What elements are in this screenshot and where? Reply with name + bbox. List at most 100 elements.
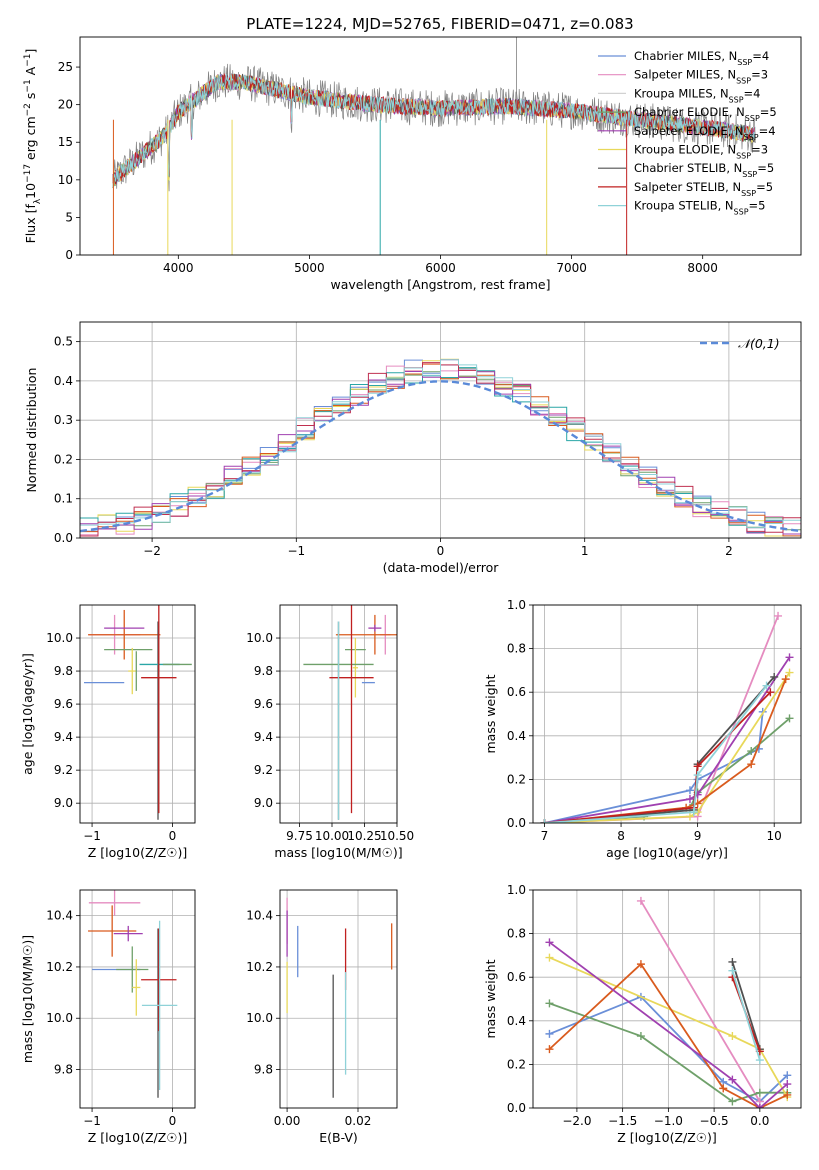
x-tick-label: 0.0 (750, 1114, 769, 1128)
weight-marker (728, 1032, 737, 1041)
x-tick-label: 2 (725, 544, 733, 558)
x-tick-label: 8000 (687, 261, 718, 275)
errorbar-point (132, 959, 141, 1016)
y-tick-label: 0.8 (507, 642, 526, 656)
x-tick-label: 0.00 (274, 1114, 301, 1128)
residual-histogram (80, 359, 801, 529)
weight-marker (545, 938, 554, 947)
weight-marker (685, 795, 694, 804)
panel-mass-vs-ebv: 0.00 0.02 9.8 10.0 10.2 10.4 E(B-V) (246, 889, 398, 1145)
weight-marker (747, 760, 756, 769)
weight-marker (728, 957, 737, 966)
plot-area (540, 611, 794, 823)
y-tick-label: 9.2 (54, 763, 73, 777)
weight-marker (728, 966, 737, 975)
y-tick-label: 10.2 (246, 960, 273, 974)
grid (80, 605, 195, 823)
weight-line (731, 970, 761, 1061)
x-tick-label: −2 (143, 544, 161, 558)
legend-label: Salpeter ELODIE, NSSP=4 (634, 124, 776, 142)
y-tick-label: 0 (65, 248, 73, 262)
x-tick-label: 4000 (163, 261, 194, 275)
weight-marker (755, 1088, 764, 1097)
weight-marker (770, 672, 779, 681)
panel-mass-vs-Z: −1 0 9.8 10.0 10.2 10.4 Z [log10(Z/Z☉)] mass [l… (20, 889, 196, 1145)
errorbar-point (116, 946, 149, 993)
y-tick-label: 9.8 (54, 664, 73, 678)
plot-area (88, 890, 178, 1098)
legend-label: Chabrier ELODIE, NSSP=5 (634, 105, 777, 123)
weight-marker (636, 896, 645, 905)
errorbar-point (329, 605, 374, 814)
x-tick-label: 0 (169, 829, 177, 843)
weight-line (544, 691, 772, 823)
weight-marker (785, 668, 794, 677)
weight-line (544, 672, 791, 823)
plot-area (286, 897, 393, 1098)
y-tick-label: 10.4 (246, 909, 273, 923)
x-tick-label: −1.0 (654, 1114, 683, 1128)
x-tick-label: −2.0 (562, 1114, 591, 1128)
weight-line (544, 676, 775, 823)
weight-marker (545, 999, 554, 1008)
y-tick-label: 0.2 (54, 452, 73, 466)
y-tick-label: 9.8 (254, 664, 273, 678)
grid (80, 890, 195, 1108)
y-tick-label: 0.4 (507, 1014, 526, 1028)
x-tick-label: −1 (83, 1114, 101, 1128)
y-tick-label: 10.0 (246, 631, 273, 645)
y-axis-label: age [log10(age/yr)] (20, 653, 35, 775)
axes-frame (532, 604, 802, 824)
axes-frame (79, 889, 196, 1109)
errorbar-point (141, 920, 178, 1091)
y-tick-label: 0.0 (54, 531, 73, 545)
weight-marker (783, 1080, 792, 1089)
weight-marker (728, 1075, 737, 1084)
weight-marker (689, 808, 698, 817)
model-spectrum (112, 74, 756, 187)
figure-title: PLATE=1224, MJD=52765, FIBERID=0471, z=0… (246, 15, 633, 33)
x-axis-label: E(B-V) (319, 1130, 358, 1145)
weight-marker (747, 747, 756, 756)
panel-age-vs-Z: −1 0 9.0 9.2 9.4 9.6 9.8 10.0 Z [log10(Z/Z☉)] age… (20, 604, 196, 860)
y-tick-label: 0.2 (507, 772, 526, 786)
plot-area (112, 37, 756, 255)
weight-marker (545, 1045, 554, 1054)
legend-label: Salpeter STELIB, NSSP=5 (634, 180, 773, 198)
weight-marker (783, 1090, 792, 1099)
y-tick-label: 0.6 (507, 970, 526, 984)
y-tick-label: 9.6 (54, 697, 73, 711)
legend-label: Kroupa ELODIE, NSSP=3 (634, 143, 768, 161)
y-tick-label: 9.0 (254, 796, 273, 810)
y-tick-label: 10.0 (46, 1011, 73, 1025)
x-tick-label: 10.50 (380, 829, 414, 843)
x-tick-label: 9 (694, 829, 702, 843)
y-tick-label: 9.0 (54, 796, 73, 810)
weight-marker (762, 681, 771, 690)
y-axis-label: mass weight (483, 959, 498, 1038)
y-tick-label: 9.8 (254, 1063, 273, 1077)
legend-label: Kroupa STELIB, NSSP=5 (634, 199, 765, 217)
weight-marker (685, 786, 694, 795)
panel-spectrum: 4000 5000 6000 7000 8000 0 5 10 15 20 25 wavelength… (23, 36, 802, 292)
x-axis-label: Z [log10(Z/Z☉)] (88, 1130, 188, 1145)
x-tick-label: 9.75 (286, 829, 313, 843)
y-axis-label: Flux [fλ10−17 erg cm−2 s−1 A−1] (23, 49, 43, 244)
grid (280, 890, 397, 1108)
x-tick-label: 7 (541, 829, 549, 843)
x-tick-label: −1.5 (608, 1114, 637, 1128)
x-tick-label: 5000 (294, 261, 325, 275)
axes-frame (79, 36, 802, 256)
y-tick-label: 0.2 (507, 1057, 526, 1071)
grid (533, 604, 801, 824)
y-tick-label: 0.4 (507, 729, 526, 743)
x-axis-label: mass [log10(M/M☉)] (274, 845, 402, 860)
weight-marker (755, 1056, 764, 1065)
y-tick-label: 10 (58, 173, 73, 187)
weight-line (731, 961, 761, 1050)
x-tick-label: 6000 (425, 261, 456, 275)
x-tick-label: −0.5 (700, 1114, 729, 1128)
x-tick-label: 0 (169, 1114, 177, 1128)
